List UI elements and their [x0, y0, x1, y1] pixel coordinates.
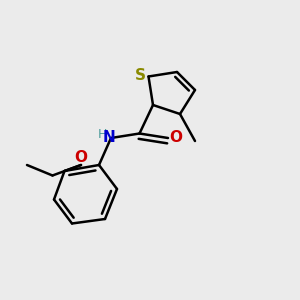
Text: H: H [98, 128, 107, 141]
Text: O: O [169, 130, 182, 145]
Text: O: O [74, 150, 88, 165]
Text: N: N [103, 130, 116, 146]
Text: S: S [135, 68, 146, 82]
